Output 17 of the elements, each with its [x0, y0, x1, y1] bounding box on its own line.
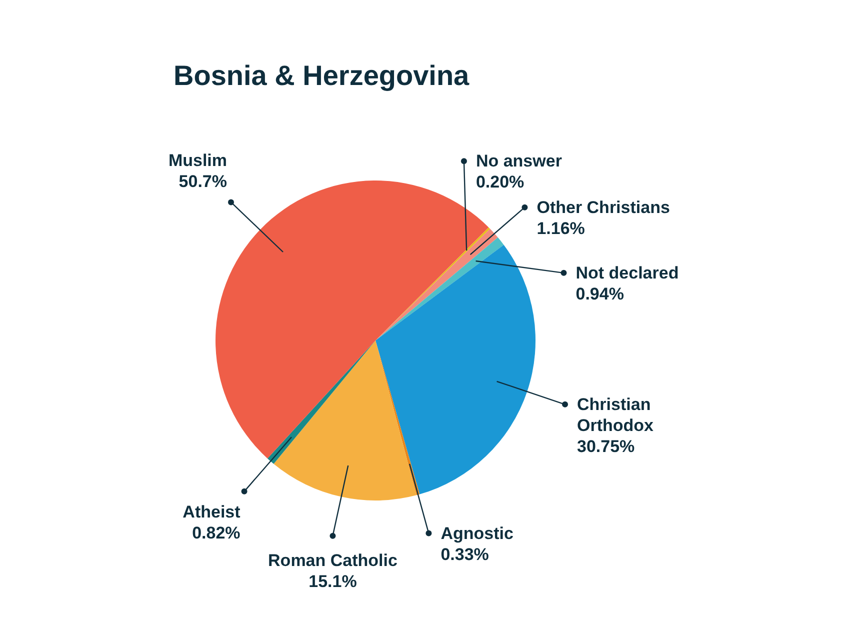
- slice-label: Not declared: [576, 263, 679, 282]
- slice-label: Other Christians: [536, 198, 670, 217]
- slice-label: Agnostic: [440, 524, 514, 543]
- slice-label: No answer: [476, 152, 562, 171]
- chart-title: Bosnia & Herzegovina: [174, 60, 470, 91]
- data-label: 0.20%: [476, 172, 524, 192]
- data-label: 30.75%: [577, 436, 635, 456]
- data-label: 0.82%: [192, 523, 240, 542]
- slice-label: Christian Orthodox: [577, 394, 654, 435]
- slice-label: Roman Catholic: [268, 550, 398, 570]
- slice-label: Atheist: [182, 502, 241, 522]
- data-label: 50.7%: [178, 172, 228, 192]
- data-label: 0.94%: [576, 284, 624, 304]
- data-label: 1.16%: [536, 218, 585, 238]
- slice-label: Muslim: [168, 151, 228, 170]
- data-label: 15.1%: [308, 572, 357, 591]
- data-label: 0.33%: [440, 544, 489, 564]
